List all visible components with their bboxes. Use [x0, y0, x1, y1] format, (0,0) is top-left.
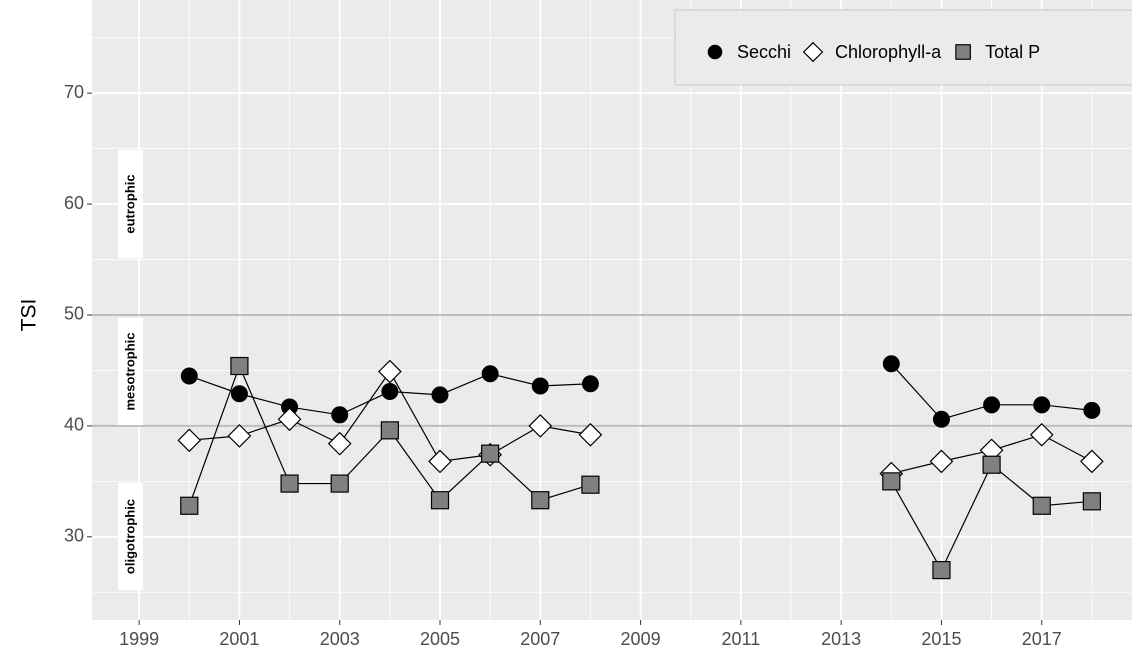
marker	[581, 375, 599, 393]
legend-label: Secchi	[737, 42, 791, 62]
marker	[707, 44, 723, 60]
marker	[1083, 401, 1101, 419]
legend: Secchi Chlorophyll-a Total P	[674, 9, 1132, 86]
marker	[531, 491, 550, 510]
plot-background	[92, 0, 1132, 620]
x-tick-label: 2003	[320, 629, 360, 649]
y-tick-label: 30	[64, 526, 84, 546]
marker	[327, 431, 352, 456]
y-tick-label: 70	[64, 82, 84, 102]
marker	[929, 449, 954, 474]
marker	[1033, 396, 1051, 414]
x-tick-label: 2015	[921, 629, 961, 649]
marker	[982, 455, 1001, 474]
zone-label: mesotrophic	[122, 332, 137, 410]
x-tick-label: 2013	[821, 629, 861, 649]
marker	[177, 428, 202, 453]
marker	[481, 444, 500, 463]
x-tick-label: 2001	[219, 629, 259, 649]
marker	[180, 496, 199, 515]
marker	[1032, 496, 1051, 515]
marker	[955, 44, 971, 60]
marker	[531, 377, 549, 395]
marker	[230, 356, 249, 376]
legend-box	[674, 9, 1132, 86]
marker	[528, 414, 553, 438]
marker	[180, 367, 198, 385]
marker	[378, 359, 402, 384]
y-tick-label: 40	[64, 415, 84, 435]
y-tick-label: 50	[64, 304, 84, 324]
marker	[932, 560, 951, 580]
marker	[280, 474, 299, 493]
zone-label-box	[118, 150, 143, 258]
marker	[431, 386, 449, 404]
zone-label-box	[118, 483, 143, 590]
marker	[1082, 492, 1101, 511]
marker	[882, 355, 900, 373]
marker	[481, 365, 499, 383]
legend-label: Total P	[985, 42, 1040, 62]
marker	[932, 410, 950, 428]
x-tick-label: 2017	[1022, 629, 1062, 649]
zone-label: oligotrophic	[122, 499, 137, 574]
marker	[1029, 422, 1054, 447]
marker	[1080, 449, 1104, 474]
marker	[983, 396, 1001, 414]
marker	[230, 385, 248, 403]
legend-label: Chlorophyll-a	[835, 42, 942, 62]
zone-label-box	[118, 318, 143, 425]
marker	[331, 406, 349, 424]
x-tick-label: 2007	[520, 629, 560, 649]
marker	[581, 475, 600, 494]
marker	[277, 407, 302, 432]
marker	[381, 383, 399, 401]
x-tick-label: 2009	[621, 629, 661, 649]
x-tick-label: 2011	[722, 629, 761, 649]
marker	[428, 449, 452, 474]
marker	[578, 422, 603, 447]
marker	[882, 472, 901, 491]
marker	[430, 491, 450, 510]
zone-label: eutrophic	[122, 174, 137, 233]
y-axis-title: TSI	[18, 299, 41, 332]
marker	[227, 424, 252, 448]
y-tick-label: 60	[64, 193, 84, 213]
marker	[802, 41, 824, 63]
marker	[330, 474, 349, 493]
marker	[380, 421, 399, 440]
x-tick-label: 2005	[420, 629, 460, 649]
x-tick-label: 1999	[119, 629, 159, 649]
